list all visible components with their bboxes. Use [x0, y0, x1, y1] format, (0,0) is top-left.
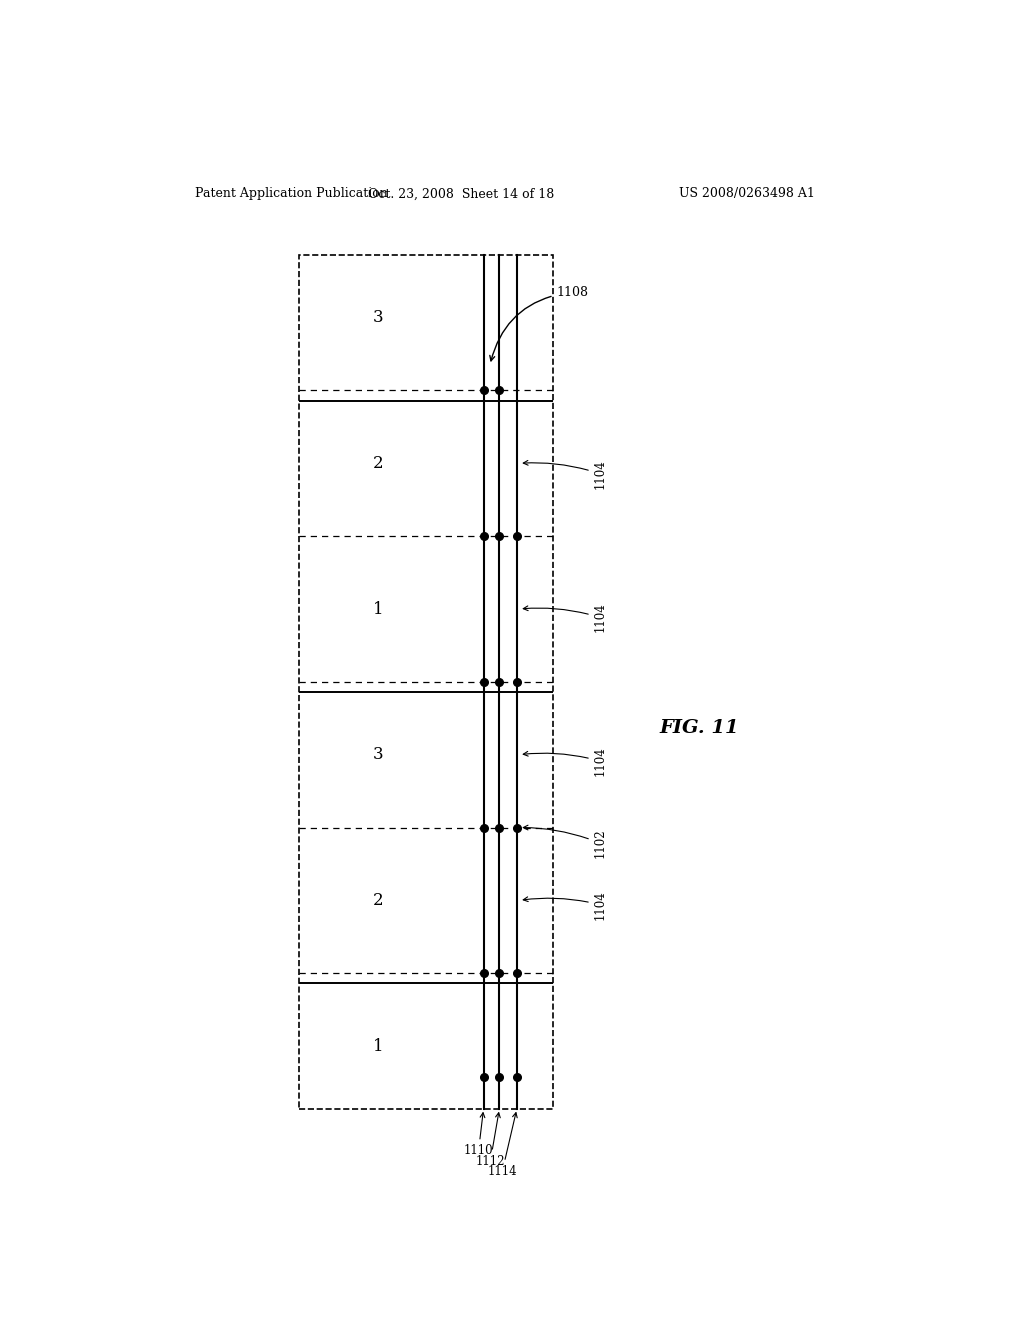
Text: 1110: 1110: [464, 1113, 494, 1158]
Text: 1104: 1104: [523, 459, 606, 488]
Text: 1104: 1104: [523, 746, 606, 776]
Text: 1102: 1102: [523, 825, 606, 858]
Text: 3: 3: [373, 746, 383, 763]
Text: 1112: 1112: [475, 1113, 505, 1168]
Text: Oct. 23, 2008  Sheet 14 of 18: Oct. 23, 2008 Sheet 14 of 18: [369, 187, 554, 201]
Text: Patent Application Publication: Patent Application Publication: [196, 187, 388, 201]
Text: FIG. 11: FIG. 11: [659, 718, 739, 737]
Text: 2: 2: [373, 892, 383, 909]
Text: 3: 3: [373, 309, 383, 326]
Text: 1: 1: [373, 601, 383, 618]
Text: 1114: 1114: [487, 1113, 517, 1177]
Text: 1108: 1108: [489, 285, 589, 360]
Text: 1104: 1104: [523, 890, 606, 920]
Bar: [299, 255, 553, 1109]
Text: 2: 2: [373, 455, 383, 471]
Text: US 2008/0263498 A1: US 2008/0263498 A1: [679, 187, 815, 201]
Text: 1: 1: [373, 1038, 383, 1055]
Text: 1104: 1104: [523, 603, 606, 632]
